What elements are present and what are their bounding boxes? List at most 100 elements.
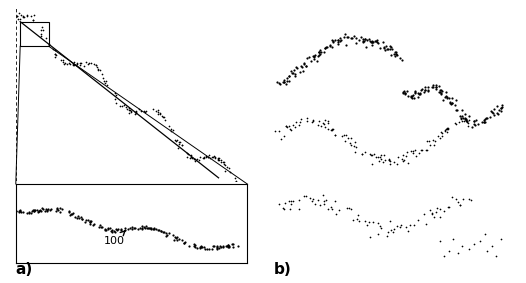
- Point: [289, 71, 298, 75]
- Point: [348, 35, 357, 40]
- Point: [112, 101, 120, 106]
- Point: [442, 96, 451, 100]
- Point: [175, 142, 183, 146]
- Point: [443, 129, 452, 134]
- Point: [132, 111, 140, 116]
- Point: [67, 212, 76, 216]
- Point: [173, 234, 181, 239]
- Point: [444, 205, 452, 209]
- Point: [304, 116, 312, 120]
- Point: [404, 229, 412, 234]
- Point: [107, 228, 116, 233]
- Point: [349, 218, 357, 222]
- Point: [386, 162, 394, 166]
- Point: [334, 38, 342, 42]
- Point: [390, 52, 398, 57]
- Point: [353, 217, 362, 222]
- Point: [170, 237, 178, 242]
- Point: [359, 40, 368, 44]
- Point: [280, 78, 288, 83]
- Point: [492, 104, 501, 108]
- Point: [329, 39, 337, 44]
- Point: [377, 226, 385, 231]
- Point: [360, 39, 368, 43]
- Point: [292, 120, 300, 125]
- Point: [360, 36, 369, 41]
- Point: [363, 38, 372, 42]
- Point: [36, 34, 45, 38]
- Point: [149, 107, 157, 111]
- Point: [380, 45, 388, 50]
- Point: [179, 241, 188, 246]
- Point: [368, 162, 376, 166]
- Point: [137, 108, 146, 113]
- Point: [441, 89, 450, 94]
- Point: [42, 36, 50, 40]
- Point: [310, 54, 318, 59]
- Point: [37, 209, 45, 213]
- Point: [306, 196, 314, 200]
- Point: [315, 50, 323, 54]
- Point: [195, 245, 204, 249]
- Point: [451, 108, 460, 112]
- Point: [464, 124, 472, 129]
- Point: [213, 247, 221, 252]
- Point: [414, 218, 422, 222]
- Point: [299, 68, 307, 73]
- Point: [418, 87, 427, 91]
- Point: [336, 36, 345, 41]
- Point: [18, 14, 27, 19]
- Point: [372, 39, 380, 43]
- Point: [210, 154, 218, 158]
- Point: [282, 124, 291, 129]
- Point: [407, 149, 415, 153]
- Point: [296, 64, 305, 68]
- Point: [225, 244, 234, 249]
- Point: [229, 245, 237, 249]
- Point: [458, 108, 467, 112]
- Point: [52, 207, 60, 211]
- Point: [431, 86, 440, 91]
- Point: [223, 165, 231, 169]
- Point: [316, 52, 324, 56]
- Point: [187, 156, 196, 160]
- Point: [296, 70, 304, 74]
- Point: [438, 89, 446, 94]
- Point: [414, 151, 423, 155]
- Point: [162, 234, 170, 238]
- Point: [387, 228, 396, 233]
- Point: [387, 53, 396, 57]
- Point: [456, 202, 464, 207]
- Point: [340, 35, 348, 39]
- Point: [23, 13, 31, 18]
- Point: [369, 40, 378, 45]
- Point: [376, 224, 385, 228]
- Point: [361, 37, 369, 41]
- Point: [440, 209, 449, 213]
- Point: [73, 216, 81, 220]
- Point: [143, 226, 151, 230]
- Point: [371, 39, 379, 44]
- Point: [452, 108, 461, 112]
- Point: [428, 84, 437, 89]
- Point: [60, 62, 68, 67]
- Point: [423, 147, 431, 152]
- Point: [14, 17, 23, 22]
- Point: [217, 157, 226, 162]
- Point: [398, 58, 407, 63]
- Point: [73, 62, 82, 67]
- Point: [443, 95, 451, 100]
- Point: [322, 45, 330, 49]
- Point: [457, 115, 465, 120]
- Point: [288, 123, 297, 127]
- Point: [429, 84, 438, 89]
- Point: [479, 120, 488, 124]
- Point: [310, 54, 318, 59]
- Point: [30, 208, 38, 213]
- Point: [178, 143, 186, 147]
- Point: [61, 61, 69, 65]
- Point: [82, 218, 90, 222]
- Point: [281, 124, 290, 129]
- Point: [56, 209, 64, 214]
- Point: [18, 14, 27, 18]
